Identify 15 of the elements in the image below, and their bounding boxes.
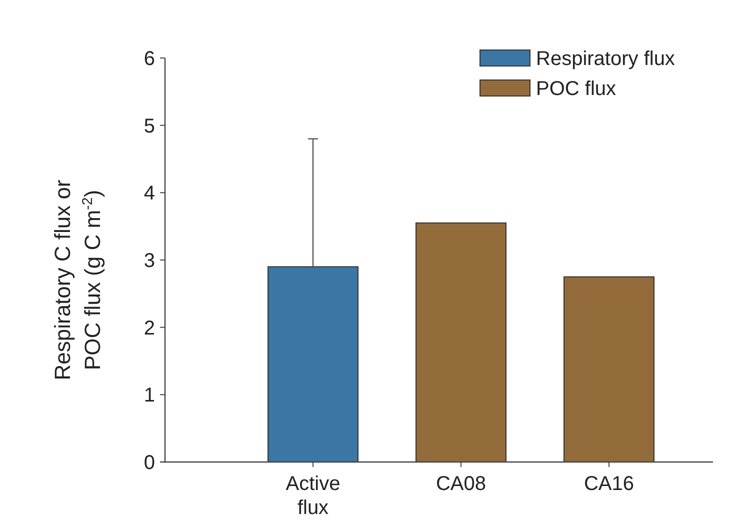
y-tick-label: 1 bbox=[144, 384, 155, 407]
bar bbox=[416, 222, 506, 462]
bar bbox=[268, 266, 358, 462]
y-tick-label: 5 bbox=[144, 115, 155, 138]
y-tick-label: 4 bbox=[144, 182, 155, 205]
x-tick-label: CA16 bbox=[584, 473, 634, 495]
x-tick-label: CA08 bbox=[436, 473, 486, 495]
legend-label: POC flux bbox=[536, 78, 616, 100]
y-tick-label: 3 bbox=[144, 250, 155, 272]
bar bbox=[564, 276, 654, 462]
x-tick-label: Active flux bbox=[286, 473, 340, 519]
legend-label: Respiratory flux bbox=[536, 48, 675, 70]
y-tick-label: 6 bbox=[144, 48, 155, 70]
y-tick-label: 2 bbox=[144, 317, 155, 340]
y-tick-label: 0 bbox=[144, 452, 155, 474]
